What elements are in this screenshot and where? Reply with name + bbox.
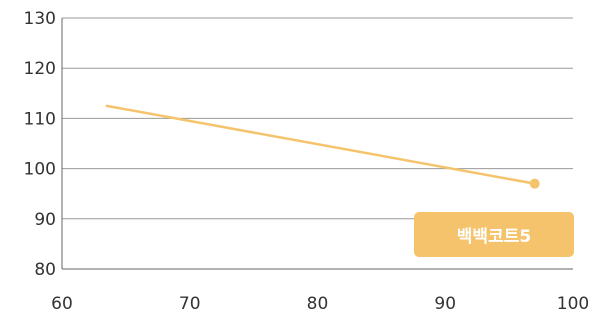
y-tick-label-100: 100 bbox=[24, 160, 56, 180]
series-end-point-0 bbox=[529, 178, 540, 189]
x-tick-label-60: 60 bbox=[51, 294, 73, 314]
x-tick-label-90: 90 bbox=[434, 294, 456, 314]
x-tick-label-100: 100 bbox=[557, 294, 589, 314]
y-tick-label-90: 90 bbox=[34, 210, 56, 230]
x-tick-label-70: 70 bbox=[179, 294, 201, 314]
series-lines bbox=[105, 104, 540, 189]
y-tick-label-120: 120 bbox=[24, 59, 56, 79]
x-tick-label-80: 80 bbox=[307, 294, 329, 314]
y-tick-label-130: 130 bbox=[24, 9, 56, 29]
y-tick-label-110: 110 bbox=[24, 109, 56, 129]
grid-lines bbox=[62, 17, 573, 220]
legend-badge: 백백코트5 bbox=[414, 212, 574, 257]
series-line-0 bbox=[105, 104, 536, 185]
y-tick-label-80: 80 bbox=[34, 260, 56, 280]
legend-label: 백백코트5 bbox=[456, 227, 532, 247]
x-tick-labels: 60 70 80 90 100 bbox=[51, 294, 589, 314]
y-tick-labels: 80 90 100 110 120 130 bbox=[24, 9, 56, 280]
axes bbox=[61, 18, 573, 270]
